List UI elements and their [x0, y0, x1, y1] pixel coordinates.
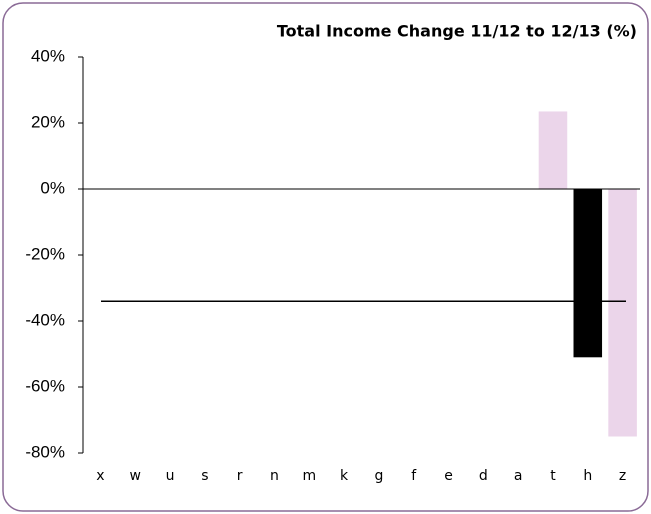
x-tick-label: h — [583, 468, 592, 484]
y-tick-label: -40% — [25, 310, 65, 329]
x-tick-label: w — [129, 468, 140, 484]
y-tick-label: 0% — [40, 178, 65, 197]
y-tick-label: -20% — [25, 244, 65, 263]
y-tick-label: -80% — [25, 442, 65, 461]
x-tick-label: d — [479, 468, 488, 484]
y-tick-label: 40% — [31, 46, 65, 65]
x-tick-label: g — [374, 468, 383, 484]
x-tick-label: x — [96, 468, 104, 484]
x-tick-label: k — [340, 468, 349, 484]
x-tick-label: t — [550, 468, 556, 484]
x-tick-label: n — [270, 468, 279, 484]
bar — [573, 189, 603, 358]
x-tick-label: s — [201, 468, 208, 484]
x-tick-label: u — [166, 468, 175, 484]
bar — [538, 111, 568, 189]
x-tick-label: f — [411, 468, 417, 484]
bar — [608, 189, 637, 437]
x-tick-label: e — [444, 468, 453, 484]
chart-title: Total Income Change 11/12 to 12/13 (%) — [277, 22, 637, 41]
x-tick-label: r — [237, 468, 243, 484]
y-tick-label: -60% — [25, 376, 65, 395]
x-tick-label: a — [514, 468, 523, 484]
y-tick-label: 20% — [31, 112, 65, 131]
x-tick-label: m — [302, 468, 316, 484]
x-tick-label: z — [619, 468, 626, 484]
